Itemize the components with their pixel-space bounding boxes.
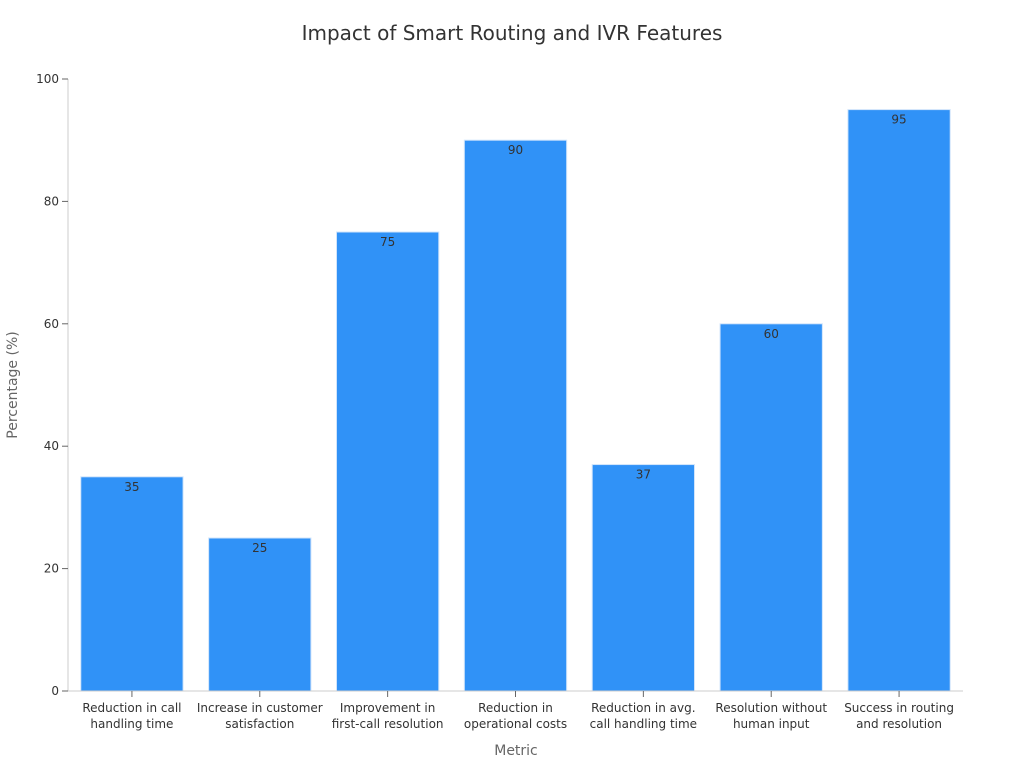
- bar: [591, 464, 696, 692]
- bar: [336, 231, 440, 692]
- x-tick-label: Improvement in: [340, 701, 435, 715]
- bar-value-label: 35: [124, 480, 139, 494]
- y-tick-label: 80: [44, 194, 59, 208]
- bar-value-label: 75: [380, 235, 395, 249]
- x-tick-label: human input: [733, 717, 810, 731]
- bar: [463, 139, 568, 692]
- bar: [208, 537, 312, 692]
- x-tick-label: Increase in customer: [197, 701, 323, 715]
- bar-value-label: 37: [636, 468, 651, 482]
- x-tick-label: and resolution: [856, 717, 942, 731]
- y-tick-label: 60: [44, 317, 59, 331]
- y-tick-label: 20: [44, 562, 59, 576]
- x-axis-title: Metric: [494, 743, 538, 759]
- x-tick-label: call handling time: [590, 717, 697, 731]
- y-tick-label: 100: [36, 72, 59, 86]
- y-tick-label: 0: [51, 684, 59, 698]
- x-tick-label: operational costs: [464, 717, 567, 731]
- x-tick-label: Reduction in avg.: [591, 701, 695, 715]
- x-tick-label: Reduction in: [478, 701, 553, 715]
- x-tick-label: Resolution without: [715, 701, 827, 715]
- bar-value-label: 95: [891, 113, 906, 127]
- bars: 35 25 75 90 37 60 95: [80, 109, 951, 692]
- x-tick-label: satisfaction: [225, 717, 294, 731]
- y-axis-title: Percentage (%): [5, 331, 21, 438]
- chart-title: Impact of Smart Routing and IVR Features: [302, 21, 723, 45]
- bar-value-label: 25: [252, 541, 267, 555]
- y-axis: 0 20 40 60 80 100: [36, 72, 69, 698]
- x-tick-label: Success in routing: [844, 701, 954, 715]
- x-tick-label: handling time: [90, 717, 173, 731]
- bar-value-label: 90: [508, 143, 523, 157]
- x-tick-label: Reduction in call: [82, 701, 181, 715]
- bar: [847, 109, 951, 692]
- y-tick-label: 40: [44, 439, 59, 453]
- bar: [80, 476, 184, 692]
- bar: [719, 323, 823, 692]
- x-tick-label: first-call resolution: [332, 717, 444, 731]
- x-axis: Reduction in call handling time Increase i…: [68, 690, 963, 731]
- bar-value-label: 60: [764, 327, 779, 341]
